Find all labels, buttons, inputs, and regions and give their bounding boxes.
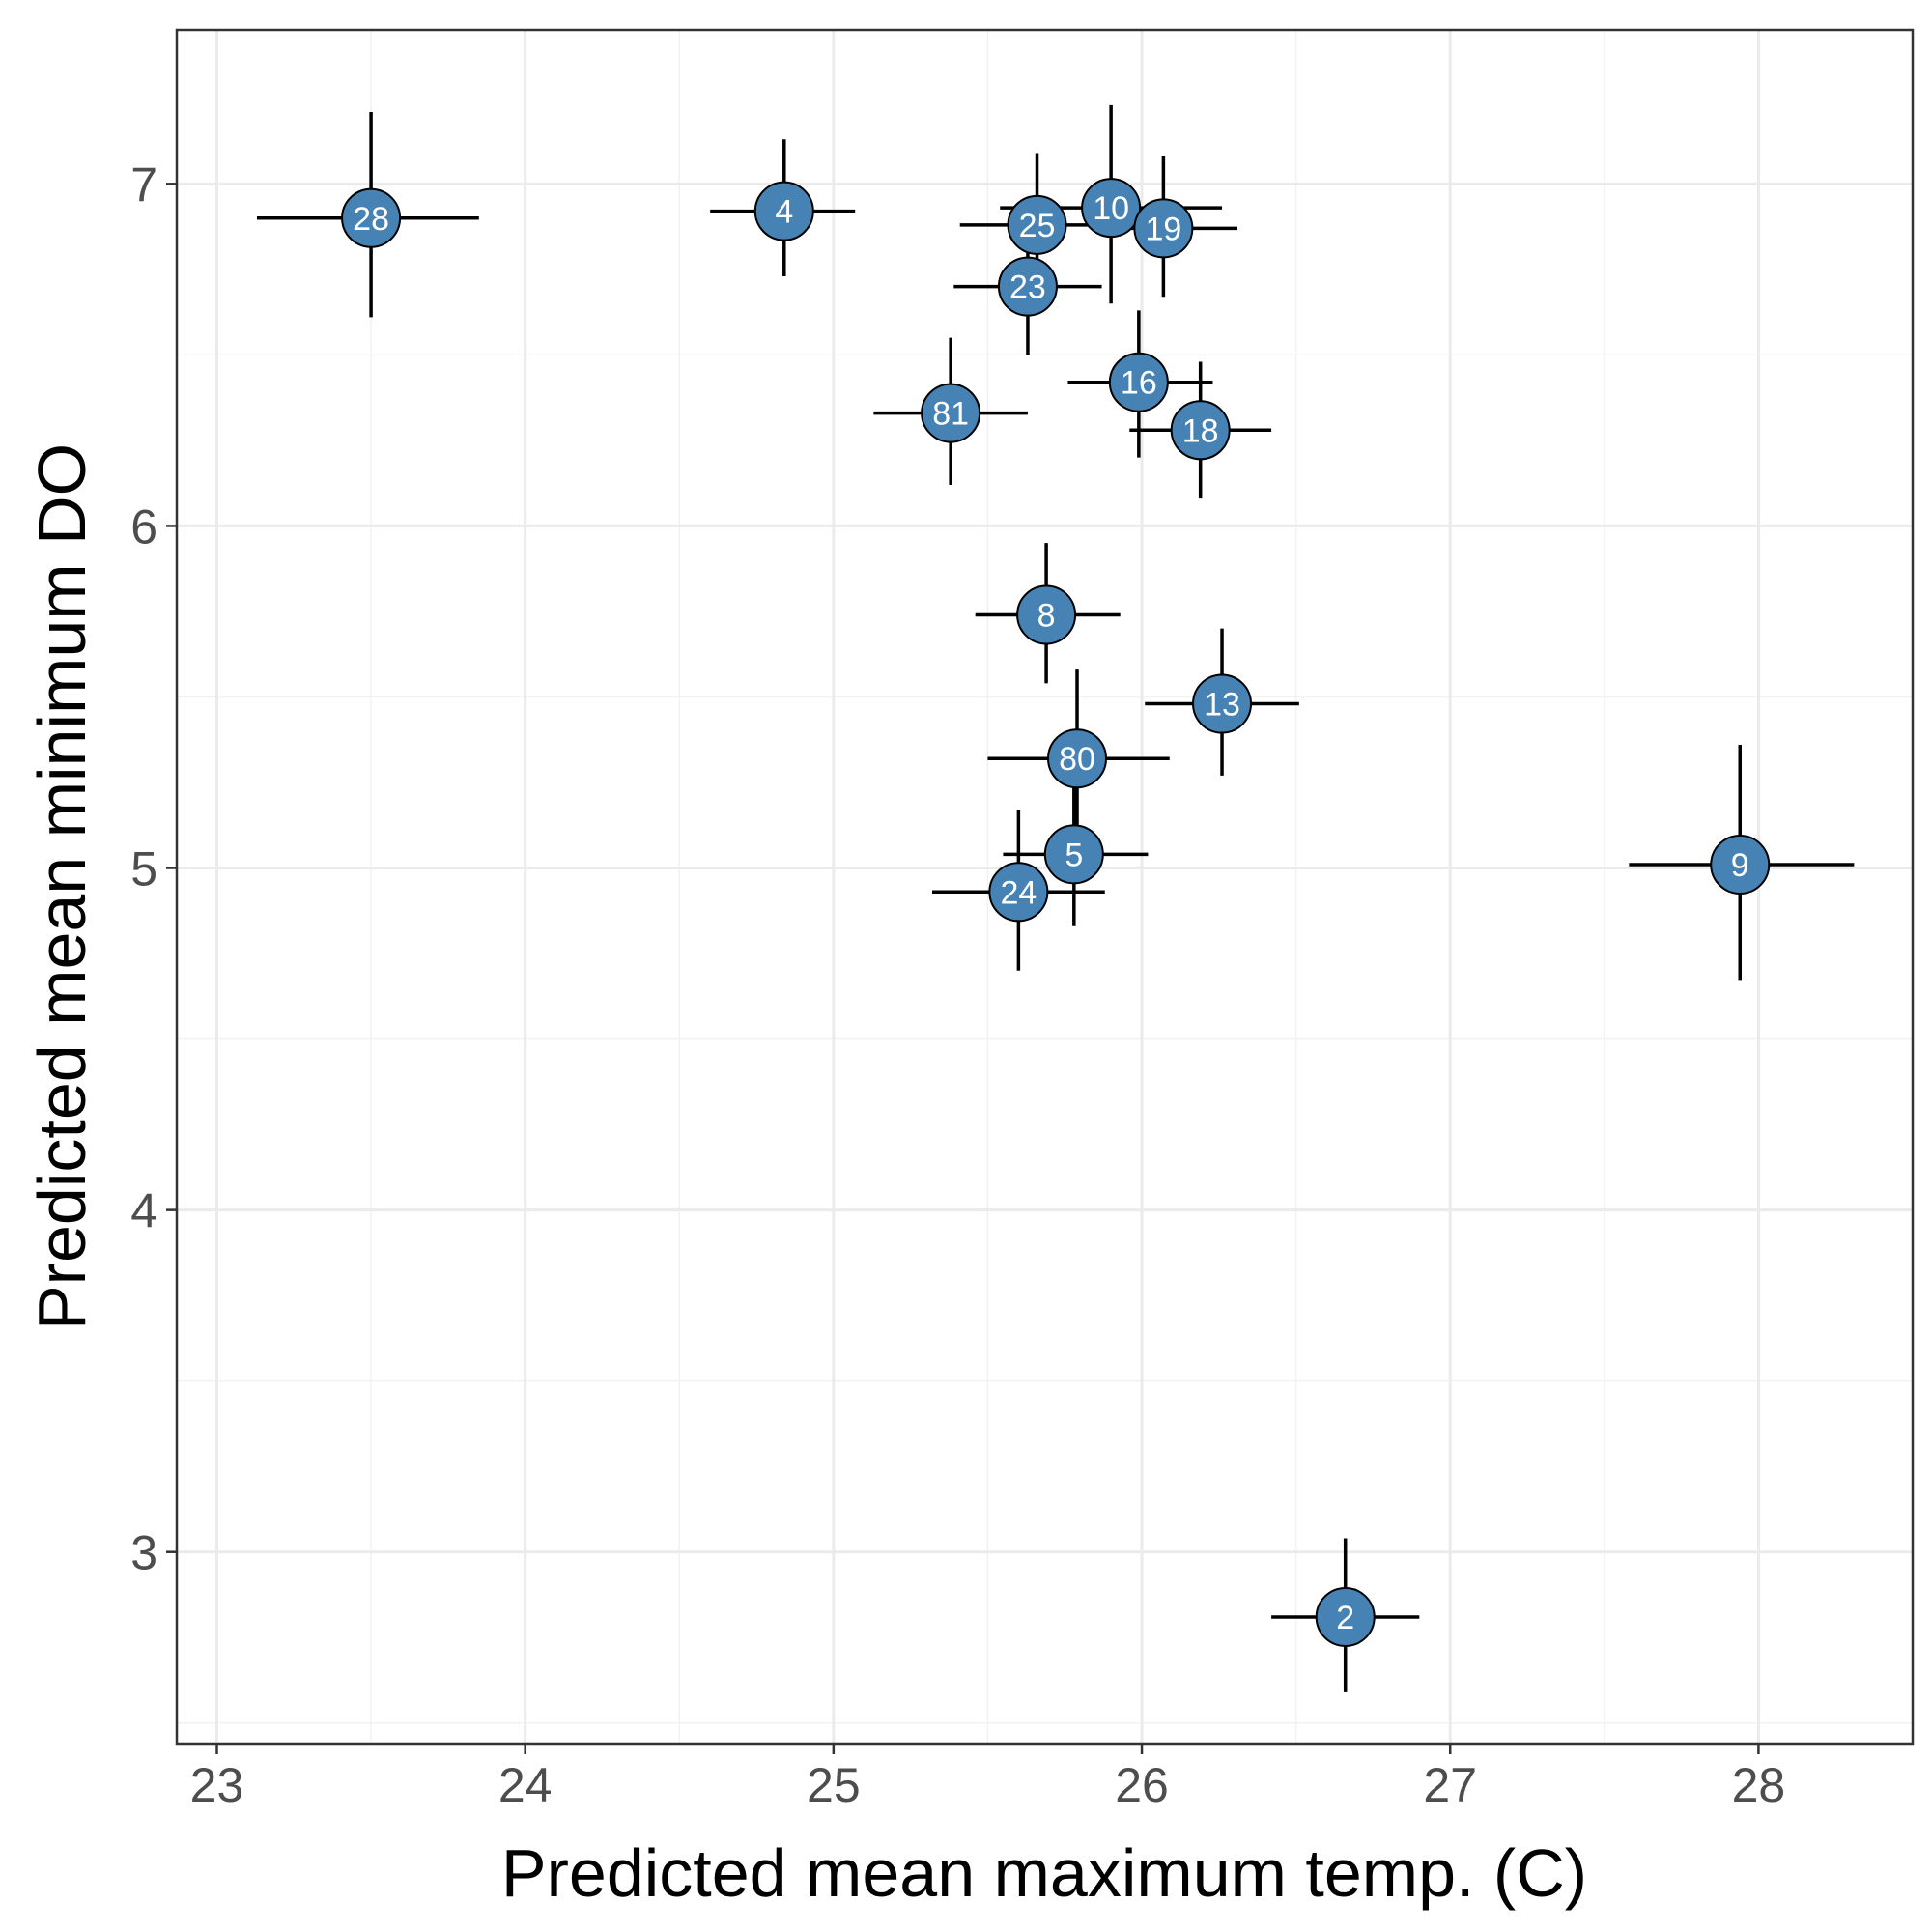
y-tick-label: 4 [130,1184,157,1238]
point-label: 2 [1336,1600,1354,1636]
x-tick-label: 26 [1115,1758,1169,1812]
data-point [1710,834,1771,895]
point-label: 8 [1037,597,1056,634]
y-tick-label: 5 [130,842,157,896]
x-tick-label: 24 [498,1758,553,1812]
major-gridlines [177,30,1913,1744]
point-labels: 28 4 25 10 19 23 16 18 81 8 13 80 5 24 9 2 [353,190,1749,1636]
point-label: 80 [1059,741,1095,778]
point-label: 4 [775,194,793,231]
point-label: 23 [1009,270,1046,306]
x-tick-label: 28 [1732,1758,1786,1812]
point-label: 16 [1121,365,1157,402]
point-label: 19 [1145,211,1181,247]
point-label: 13 [1204,687,1240,724]
y-tick-label: 7 [130,157,157,212]
y-axis-ticks: 3 4 5 6 7 [130,157,177,1580]
x-axis-ticks: 23 24 25 26 27 28 [190,1744,1786,1812]
point-label: 10 [1093,190,1129,227]
data-point [1170,400,1231,461]
data-point [997,256,1058,317]
y-axis-title: Predicted mean minimum DO [24,443,99,1330]
data-point [988,862,1049,923]
panel-border [175,28,1915,1746]
point-label: 24 [1000,874,1037,911]
point-label: 81 [932,396,969,433]
point-label: 18 [1182,412,1219,449]
data-point [1108,352,1169,412]
data-point [1047,728,1108,789]
data-point [1192,673,1253,734]
data-point [341,187,402,248]
y-tick-label: 6 [130,499,157,554]
point-label: 25 [1019,208,1056,244]
data-point [1133,198,1194,259]
point-label: 28 [353,201,389,238]
x-tick-label: 23 [190,1758,244,1812]
minor-gridlines [177,30,1913,1744]
data-point [1043,824,1104,885]
data-point [1081,178,1142,239]
x-tick-label: 27 [1423,1758,1477,1812]
data-point [921,383,981,443]
x-axis-title: Predicted mean maximum temp. (C) [501,1835,1587,1911]
data-point [1016,584,1077,645]
point-label: 5 [1065,837,1083,873]
data-point [1007,194,1067,255]
data-point [1315,1586,1376,1647]
y-tick-label: 3 [130,1526,157,1580]
data-points [341,178,1771,1647]
data-point [753,181,814,242]
point-label: 9 [1731,847,1749,884]
x-tick-label: 25 [807,1758,861,1812]
